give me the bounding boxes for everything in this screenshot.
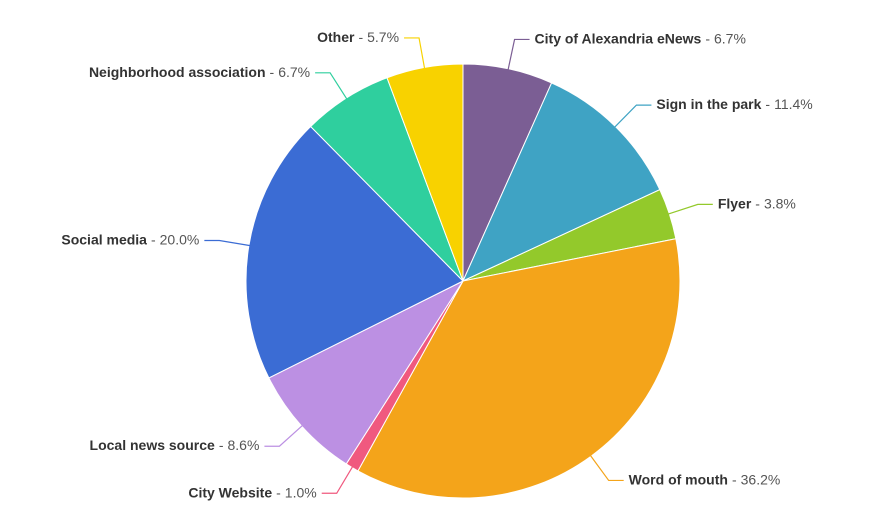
slice-label: Word of mouth -36.2% [629,471,781,487]
label-separator: - [270,63,275,79]
label-separator: - [755,195,760,211]
slice-value: 3.8% [764,195,796,211]
slice-value: 8.6% [227,437,259,453]
slice-value: 6.7% [714,30,746,46]
slice-value: 36.2% [741,471,781,487]
slice-name: City of Alexandria eNews [535,30,702,46]
slice-value: 20.0% [160,231,200,247]
slice-value: 11.4% [774,96,813,112]
label-separator: - [732,471,737,487]
leader-line [404,37,426,70]
slice-label: City Website -1.0% [188,484,316,500]
slice-label: Flyer -3.8% [718,195,796,211]
leader-line [613,104,652,129]
slice-name: City Website [188,484,272,500]
slice-name: Flyer [718,195,752,211]
slice-value: 6.7% [278,63,310,79]
label-separator: - [219,437,224,453]
slice-label: Local news source -8.6% [90,437,260,453]
label-separator: - [765,96,770,112]
label-separator: - [358,29,363,45]
label-separator: - [705,30,710,46]
slice-name: Social media [61,231,147,247]
leader-line [507,38,530,71]
leader-line [321,465,354,494]
leader-line [589,454,624,482]
slice-label: Social media -20.0% [61,231,199,247]
leader-line [315,72,348,101]
leader-line [264,424,304,447]
slice-label: City of Alexandria eNews -6.7% [535,30,746,46]
label-separator: - [276,484,281,500]
slice-name: Local news source [90,437,215,453]
slice-label: Other -5.7% [317,29,399,45]
leader-line [667,203,713,215]
leader-line [204,239,252,247]
slice-label: Sign in the park -11.4% [656,96,812,112]
slice-name: Word of mouth [629,471,728,487]
slice-name: Neighborhood association [89,63,266,79]
slice-name: Other [317,29,355,45]
slice-value: 1.0% [285,484,317,500]
slice-value: 5.7% [367,29,399,45]
slice-label: Neighborhood association -6.7% [89,63,310,79]
label-separator: - [151,231,156,247]
slice-name: Sign in the park [656,96,761,112]
